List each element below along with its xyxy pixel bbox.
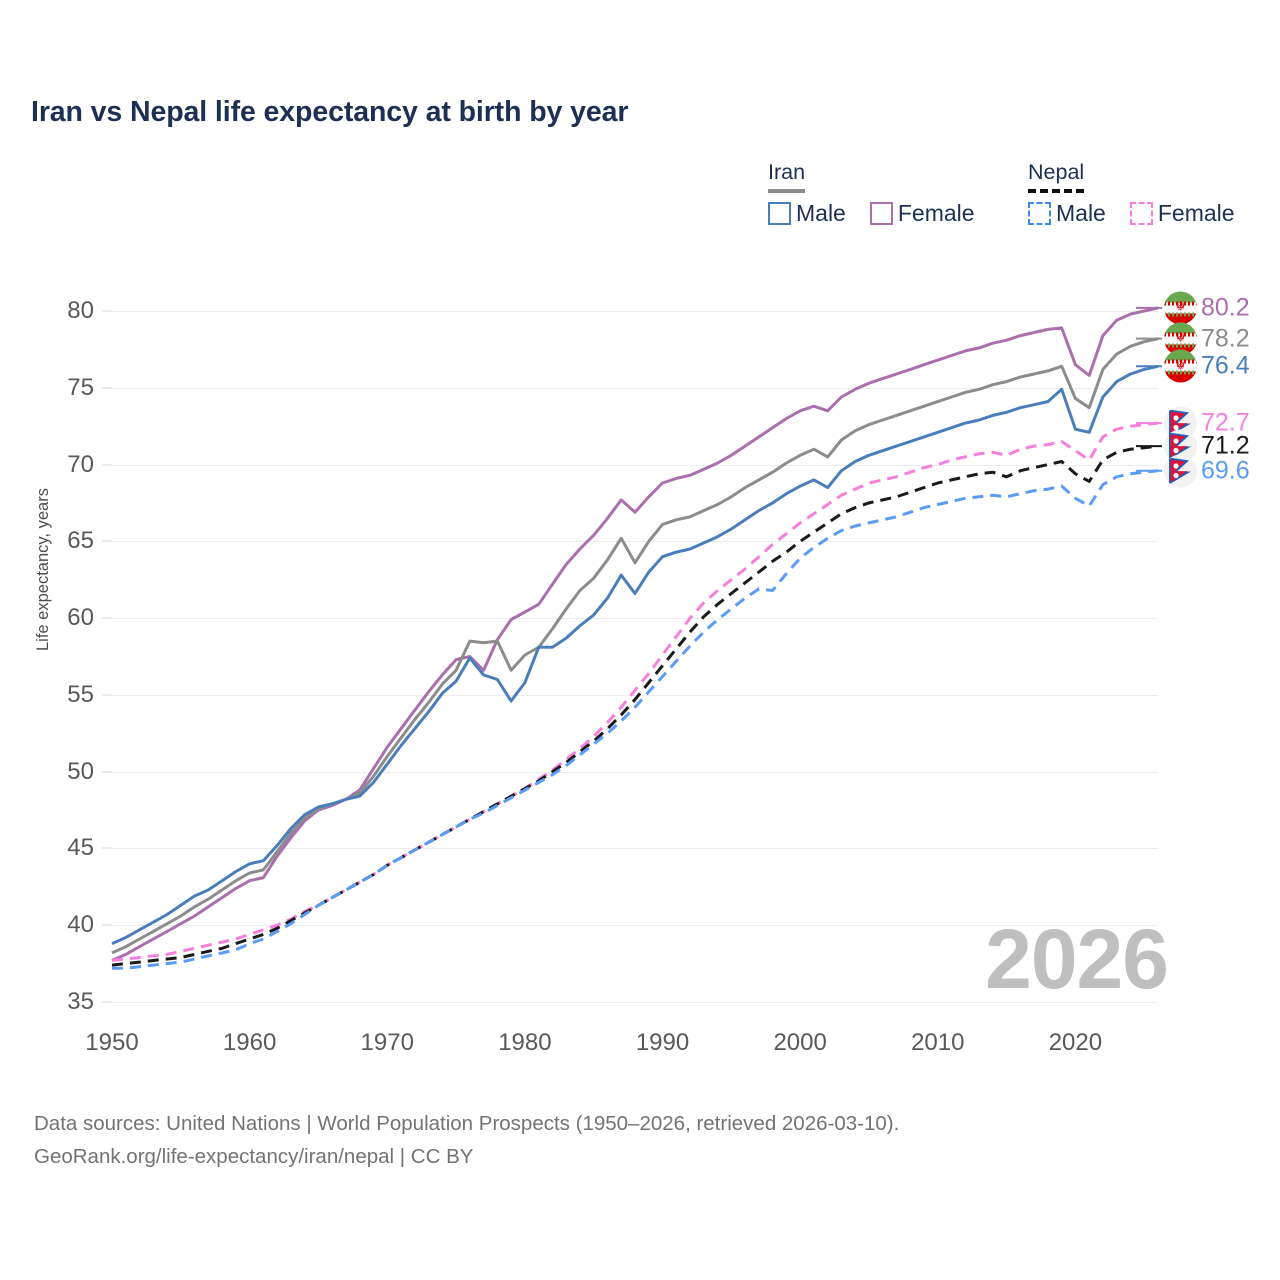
gridline-y: [112, 541, 1158, 543]
x-tick-label: 2010: [911, 1029, 965, 1056]
page-title: Iran vs Nepal life expectancy at birth b…: [31, 96, 629, 128]
series-line-iran-female: [111, 306, 1159, 962]
legend-label-iran-female: Female: [897, 200, 975, 226]
series-line-iran-total: [111, 337, 1159, 955]
gridline-y: [112, 694, 1158, 696]
footer-line-1: Data sources: United Nations | World Pop…: [34, 1112, 900, 1135]
y-tick-label: 60: [67, 604, 94, 632]
y-tick-mark: [102, 540, 112, 542]
series-line-nepal-female: [111, 421, 1159, 962]
series-line-iran-male: [111, 364, 1159, 945]
series-end-value: 76.4: [1201, 351, 1250, 380]
series-end-value: 72.7: [1201, 408, 1250, 437]
gridline-y: [112, 387, 1158, 389]
iran-flag-icon: ☬: [1164, 349, 1197, 383]
series-line-nepal-total: [111, 444, 1159, 967]
series-end-label: ☬ 80.2: [1164, 291, 1250, 325]
series-end-label: ☬ 78.2: [1164, 322, 1250, 356]
iran-flag-icon: ☬: [1164, 291, 1197, 325]
legend-swatch-icon-nepal-female: [1129, 202, 1153, 225]
watermark-year: 2026: [985, 912, 1169, 1006]
legend-entry-nepal-male[interactable]: Male: [1028, 200, 1106, 227]
legend-swatch-icon-iran-female: [869, 202, 893, 225]
chart-legend: Iran Male Female Nepal: [760, 160, 1260, 240]
y-tick-label: 45: [67, 834, 94, 862]
iran-flag-icon: ☬: [1164, 322, 1197, 356]
y-tick-label: 70: [67, 450, 94, 478]
series-line-nepal-male: [112, 469, 1159, 970]
gridline-y: [112, 848, 1158, 850]
legend-group-nepal: Nepal Male Female: [1028, 160, 1235, 226]
x-tick-label: 2000: [773, 1029, 827, 1056]
gridline-y: [112, 1002, 1158, 1003]
y-tick-mark: [102, 464, 112, 466]
series-end-label: ☬ 76.4: [1164, 349, 1250, 383]
gridline-y: [112, 925, 1158, 927]
x-tick-label: 1950: [85, 1029, 139, 1056]
y-tick-label: 55: [67, 680, 94, 708]
series-end-value: 78.2: [1201, 324, 1250, 353]
y-tick-mark: [102, 694, 112, 696]
legend-entry-iran-female[interactable]: Female: [869, 200, 975, 227]
footer-line-2: GeoRank.org/life-expectancy/iran/nepal |…: [34, 1145, 474, 1169]
y-tick-mark: [102, 1001, 112, 1003]
legend-country-label-nepal: Nepal: [1028, 160, 1085, 184]
x-tick-label: 1990: [635, 1029, 690, 1056]
nepal-flag-icon: [1164, 454, 1197, 488]
legend-country-rule-iran: [768, 189, 806, 193]
y-tick-label: 65: [67, 527, 94, 555]
legend-label-nepal-female: Female: [1157, 200, 1235, 226]
y-tick-mark: [102, 924, 112, 926]
y-tick-label: 40: [67, 911, 94, 939]
legend-label-nepal-male: Male: [1056, 200, 1106, 226]
footer-credits: Data sources: United Nations | World Pop…: [34, 1107, 899, 1173]
x-tick-label: 1970: [360, 1029, 414, 1056]
x-tick-label: 1960: [222, 1029, 277, 1056]
gridline-y: [112, 464, 1158, 466]
legend-country-label-iran: Iran: [768, 160, 806, 184]
gridline-y: [112, 311, 1158, 312]
legend-entry-nepal-female[interactable]: Female: [1129, 200, 1235, 227]
y-tick-mark: [102, 310, 112, 312]
series-end-label: 69.6: [1164, 454, 1250, 488]
legend-swatch-icon-nepal-male: [1028, 202, 1051, 225]
legend-country-rule-nepal: [1028, 189, 1085, 193]
y-tick-mark: [102, 617, 112, 619]
series-end-value: 80.2: [1201, 293, 1250, 322]
y-tick-mark: [102, 387, 112, 389]
series-end-value: 71.2: [1201, 431, 1250, 460]
y-tick-label: 50: [67, 757, 94, 785]
legend-group-iran: Iran Male Female: [768, 160, 975, 226]
gridline-y: [112, 771, 1158, 773]
y-tick-label: 75: [67, 373, 94, 401]
x-tick-label: 2020: [1048, 1029, 1103, 1056]
y-tick-label: 80: [67, 297, 94, 324]
legend-swatch-icon-iran-male: [768, 202, 791, 225]
y-tick-label: 35: [67, 988, 94, 1015]
x-tick-label: 1980: [498, 1029, 552, 1056]
legend-entry-iran-male[interactable]: Male: [768, 200, 846, 227]
legend-label-iran-male: Male: [796, 200, 846, 226]
gridline-y: [112, 618, 1158, 620]
y-tick-mark: [102, 771, 112, 773]
series-end-value: 69.6: [1201, 456, 1250, 485]
y-tick-mark: [102, 847, 112, 849]
